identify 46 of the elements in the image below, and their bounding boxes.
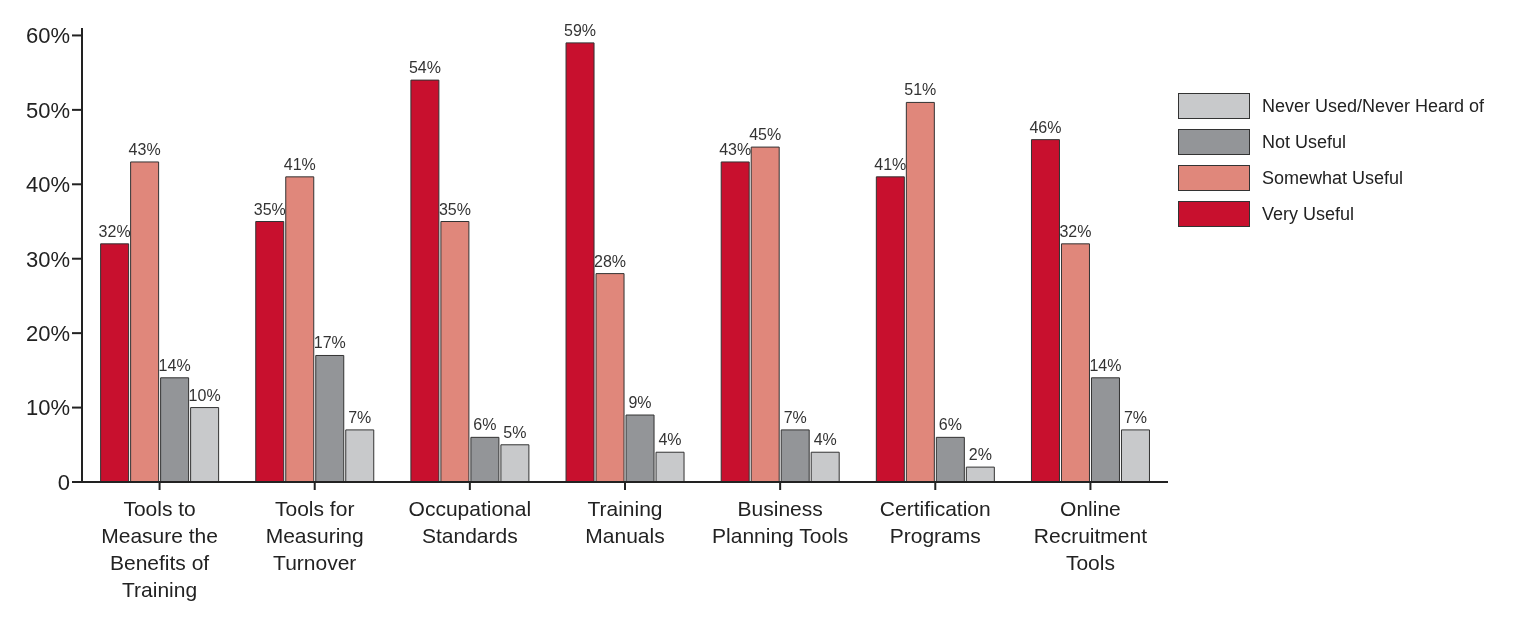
- legend-label: Never Used/Never Heard of: [1262, 95, 1485, 117]
- x-tick-label: Training Manuals: [585, 497, 665, 547]
- data-label: 4%: [658, 431, 682, 449]
- y-tick-label: 60%: [25, 23, 70, 49]
- data-label: 43%: [719, 140, 752, 158]
- y-tick-label: 10%: [25, 395, 70, 421]
- data-label: 2%: [968, 446, 992, 464]
- data-label: 14%: [1089, 356, 1122, 374]
- data-label: 4%: [813, 431, 837, 449]
- data-label: 45%: [749, 126, 782, 144]
- data-label: 10%: [188, 386, 221, 404]
- data-label: 54%: [408, 59, 441, 77]
- y-tick-label: 0: [57, 469, 70, 495]
- legend-label: Not Useful: [1262, 131, 1347, 153]
- data-label: 6%: [473, 416, 497, 434]
- x-tick-label: Online Recruitment Tools: [1033, 497, 1148, 574]
- x-tick-label: Business Planning Tools: [712, 497, 849, 547]
- y-tick-label: 40%: [25, 172, 70, 198]
- data-label: 46%: [1029, 118, 1062, 136]
- x-tick-label: Occupational Standards: [408, 497, 532, 547]
- data-label: 59%: [564, 21, 597, 39]
- data-label: 35%: [438, 200, 471, 218]
- data-label: 14%: [158, 356, 191, 374]
- data-label: 7%: [1123, 408, 1148, 426]
- y-tick-label: 30%: [25, 246, 70, 272]
- data-label: 17%: [313, 334, 346, 352]
- y-tick-label: 50%: [25, 97, 70, 123]
- data-label: 5%: [503, 423, 527, 441]
- data-label: 35%: [253, 200, 286, 218]
- data-label: 43%: [128, 140, 161, 158]
- data-label: 41%: [874, 155, 907, 173]
- y-tick-label: 20%: [25, 320, 70, 346]
- data-label: 7%: [348, 408, 372, 426]
- data-label: 6%: [938, 416, 962, 434]
- data-label: 28%: [594, 252, 627, 270]
- data-label: 41%: [283, 155, 316, 173]
- legend-label: Very Useful: [1262, 203, 1355, 225]
- x-tick-label: Tools to Measure the Benefits of Training: [101, 497, 218, 601]
- data-label: 32%: [98, 222, 131, 240]
- data-label: 9%: [628, 394, 652, 412]
- x-tick-label: Tools for Measuring Turnover: [265, 497, 364, 574]
- data-label: 7%: [783, 408, 807, 426]
- data-label: 51%: [904, 81, 937, 99]
- x-tick-label: Certification Programs: [879, 497, 991, 547]
- legend-label: Somewhat Useful: [1262, 167, 1404, 189]
- data-label: 32%: [1059, 222, 1092, 240]
